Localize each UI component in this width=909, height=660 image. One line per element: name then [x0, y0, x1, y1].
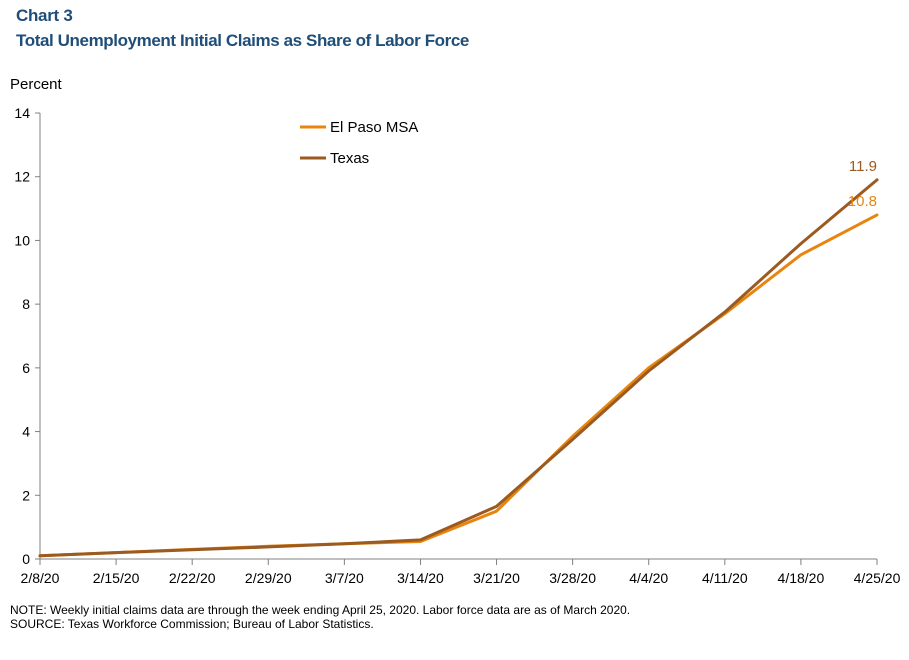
note-text: NOTE: Weekly initial claims data are thr… — [10, 603, 631, 617]
line-chart: 0 2 4 6 8 10 12 14 2/8/20 2/15/20 2/22/20 2/29/20 3/… — [14, 105, 901, 586]
x-tick-label: 4/18/20 — [778, 570, 825, 586]
data-label-el-paso-msa: 10.8 — [848, 193, 877, 210]
x-tick-label: 2/8/20 — [21, 570, 60, 586]
y-tick-label: 8 — [22, 296, 30, 312]
y-tick-label: 0 — [22, 551, 30, 567]
y-tick-label: 6 — [22, 360, 30, 376]
y-tick-label: 14 — [14, 105, 30, 121]
y-tick-label: 2 — [22, 487, 30, 503]
legend-label: El Paso MSA — [330, 119, 418, 136]
x-tick-label: 4/11/20 — [702, 570, 748, 586]
x-tick-label: 3/28/20 — [549, 570, 596, 586]
legend-label: Texas — [330, 150, 369, 167]
y-tick-label: 10 — [14, 232, 30, 248]
x-tick-label: 3/14/20 — [397, 570, 444, 586]
x-tick-label: 3/7/20 — [325, 570, 364, 586]
series-line-texas — [38, 178, 879, 558]
x-tick-label: 4/25/20 — [854, 570, 901, 586]
x-tick-label: 4/4/20 — [629, 570, 668, 586]
chart-number: Chart 3 — [16, 6, 73, 25]
chart-notes: NOTE: Weekly initial claims data are thr… — [10, 603, 630, 631]
data-label-texas: 11.9 — [849, 158, 877, 175]
series-line-el-paso-msa — [38, 213, 879, 558]
x-tick-label: 3/21/20 — [473, 570, 520, 586]
y-tick-label: 4 — [22, 424, 30, 440]
x-tick-label: 2/29/20 — [245, 570, 292, 586]
x-tick-label: 2/22/20 — [169, 570, 216, 586]
y-axis-label: Percent — [10, 76, 62, 93]
y-tick-label: 12 — [14, 169, 30, 185]
source-text: SOURCE: Texas Workforce Commission; Bure… — [10, 617, 374, 631]
chart-title: Total Unemployment Initial Claims as Sha… — [16, 31, 469, 50]
x-tick-label: 2/15/20 — [93, 570, 140, 586]
